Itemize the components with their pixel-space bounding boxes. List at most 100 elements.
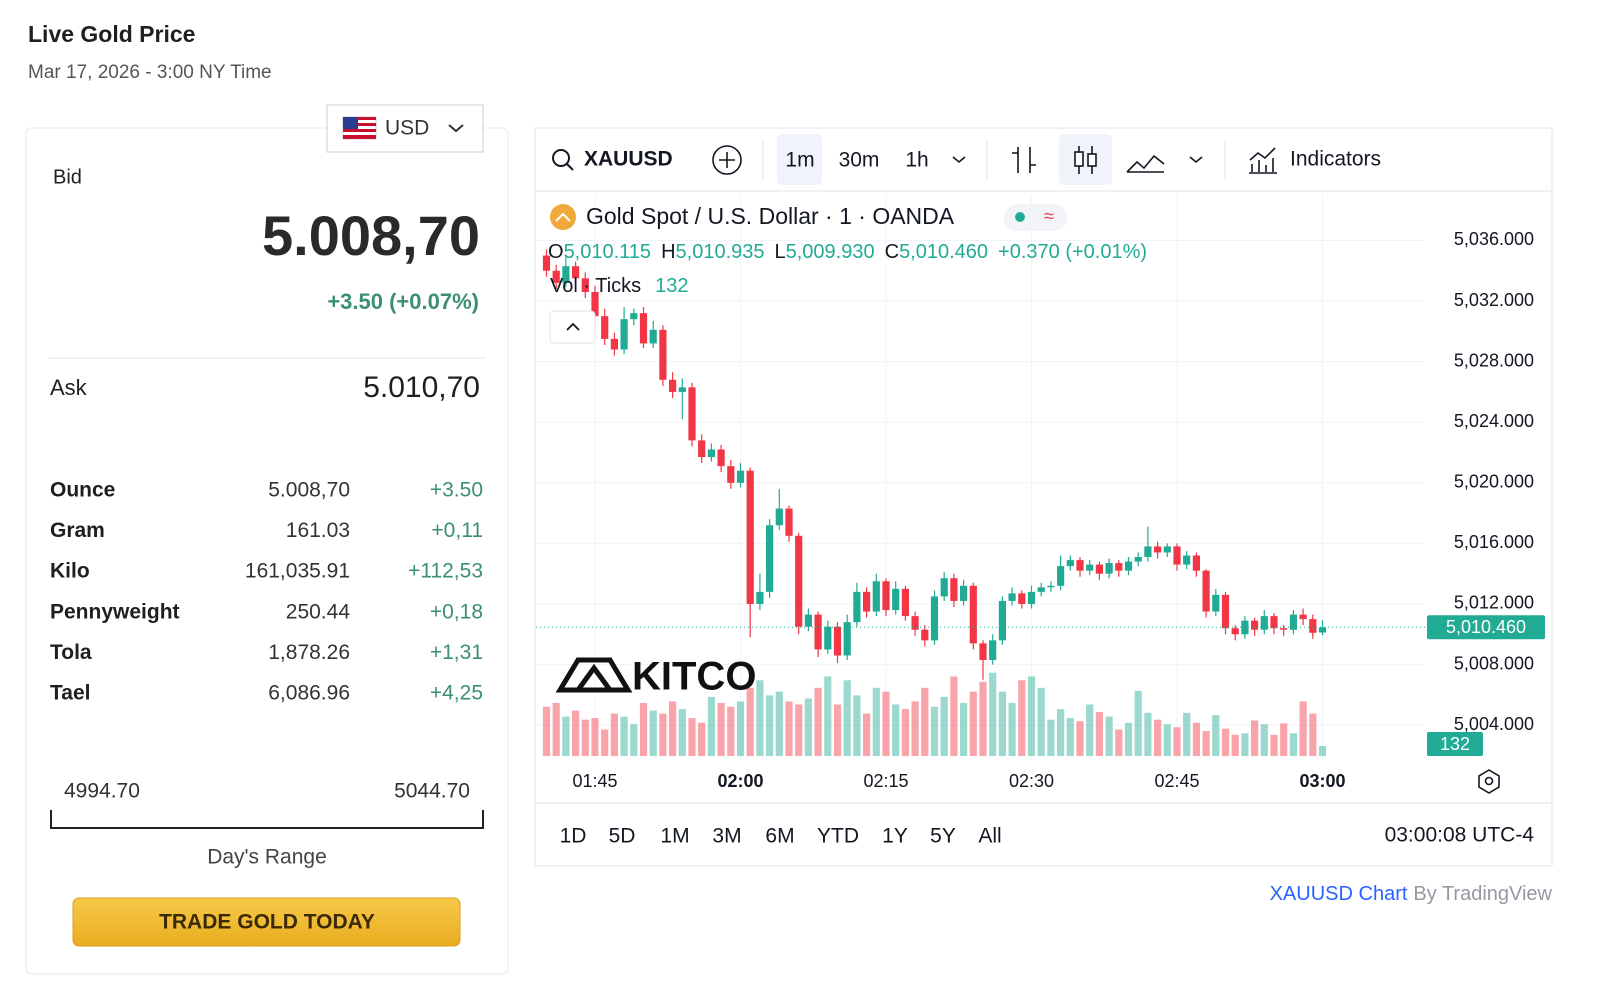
attribution-link[interactable]: XAUUSD Chart <box>1270 883 1408 905</box>
volume-bar <box>1270 734 1278 756</box>
volume-bar <box>552 702 560 756</box>
interval[interactable]: 1h <box>905 149 928 172</box>
candle-body <box>727 466 735 483</box>
style-menu[interactable] <box>1189 156 1203 164</box>
candle-body <box>1202 570 1210 612</box>
collapse-button[interactable] <box>549 310 596 344</box>
volume-bar <box>824 676 832 756</box>
volume-bar <box>1066 718 1074 756</box>
volume-bar <box>1057 709 1065 756</box>
candles-active[interactable] <box>1059 134 1112 185</box>
trade-button[interactable]: TRADE GOLD TODAY <box>72 897 461 947</box>
compare-button[interactable] <box>712 145 742 175</box>
indicators-button[interactable]: Indicators <box>1249 147 1381 174</box>
y-tick-label: 5,024.000 <box>1454 411 1534 431</box>
volume-bar <box>833 704 842 756</box>
volume-bar <box>1047 719 1055 756</box>
candle-body <box>804 614 812 627</box>
candle-body <box>601 316 609 339</box>
candle-body <box>1018 593 1026 604</box>
range-button[interactable]: 3M <box>712 825 741 848</box>
volume-bar <box>853 695 861 756</box>
volume-bar <box>581 719 589 756</box>
volume-bar <box>1280 723 1288 756</box>
x-tick-label: 02:45 <box>1154 771 1199 791</box>
area-icon[interactable] <box>1126 154 1165 173</box>
x-tick-label: 03:00 <box>1299 771 1345 791</box>
candle-body <box>1076 560 1084 571</box>
volume-bar <box>1241 733 1249 756</box>
range-button[interactable]: 1Y <box>882 825 908 848</box>
candle-body <box>1047 585 1055 588</box>
volume-bar <box>688 718 696 756</box>
range-bar <box>50 810 484 829</box>
candle-body <box>1299 614 1307 620</box>
candle-body <box>1115 563 1123 571</box>
volume-bar <box>766 695 774 756</box>
volume-box <box>1427 732 1483 756</box>
volume-bar <box>639 702 648 756</box>
volume-bar <box>601 729 609 756</box>
chart-title: Gold Spot / U.S. Dollar · 1 · OANDA <box>586 203 955 229</box>
volume-bar <box>678 709 686 756</box>
unit-price: 1,878.26 <box>268 641 350 664</box>
volume-bar <box>882 691 890 756</box>
volume-bar <box>1318 746 1327 756</box>
symbol-search[interactable]: XAUUSD <box>552 148 673 171</box>
range-button[interactable]: 6M <box>765 825 794 848</box>
widget-frame <box>534 127 1553 867</box>
page-subtitle: Mar 17, 2026 - 3:00 NY Time <box>28 62 272 83</box>
currency-select[interactable]: USD <box>326 104 484 153</box>
volume-bar <box>1027 676 1036 756</box>
unit-name: Tael <box>50 682 90 705</box>
volume-bar <box>930 706 939 756</box>
unit-name: Ounce <box>50 479 115 502</box>
range-button[interactable]: 1M <box>660 825 689 848</box>
unit-name: Gram <box>50 519 105 542</box>
candle-body <box>717 449 725 467</box>
candle-body <box>1124 561 1133 571</box>
candle-body <box>1134 557 1142 562</box>
range-button[interactable]: 1D <box>560 825 587 848</box>
watermark: KITCO <box>555 655 756 699</box>
range-button[interactable]: YTD <box>817 825 859 848</box>
x-tick-label: 02:15 <box>863 771 908 791</box>
volume-bar <box>659 713 667 756</box>
candle-body <box>1280 628 1288 630</box>
settings-button[interactable] <box>1478 769 1500 794</box>
candle-body <box>1260 616 1268 630</box>
y-tick-label: 5,004.000 <box>1454 714 1534 734</box>
bars-icon[interactable] <box>1012 147 1036 173</box>
candle-body <box>1270 616 1278 629</box>
unit-name: Pennyweight <box>50 600 180 623</box>
volume-bar <box>1212 715 1220 756</box>
y-tick-label: 5,032.000 <box>1454 290 1534 310</box>
quote-card <box>25 127 509 975</box>
range-button[interactable]: 5Y <box>930 825 956 848</box>
volume-bar <box>1144 712 1152 756</box>
last-price-label: 5,010.460 <box>1446 617 1526 637</box>
candle-body <box>1144 546 1152 558</box>
candle-body <box>998 600 1006 641</box>
range-button[interactable]: 5D <box>609 825 636 848</box>
volume-bar <box>872 687 880 756</box>
interval[interactable]: 1m <box>785 149 814 172</box>
volume-bar <box>1192 722 1200 756</box>
unit-price: 5.008,70 <box>268 479 350 502</box>
interval-menu[interactable] <box>952 156 966 164</box>
volume-bar <box>649 710 657 756</box>
candle-body <box>620 319 628 350</box>
unit-price: 250.44 <box>286 600 351 623</box>
interval[interactable]: 30m <box>839 149 880 172</box>
candle-body <box>960 585 968 601</box>
unit-price: 161,035.91 <box>245 560 350 583</box>
last-price-box <box>1427 615 1545 640</box>
candle-body <box>863 591 871 612</box>
candle-body <box>736 470 745 483</box>
volume-bar <box>989 672 997 756</box>
candle-body <box>930 596 939 641</box>
volume-bar <box>804 698 812 756</box>
candle-body <box>940 578 948 597</box>
range-button[interactable]: All <box>978 825 1001 848</box>
